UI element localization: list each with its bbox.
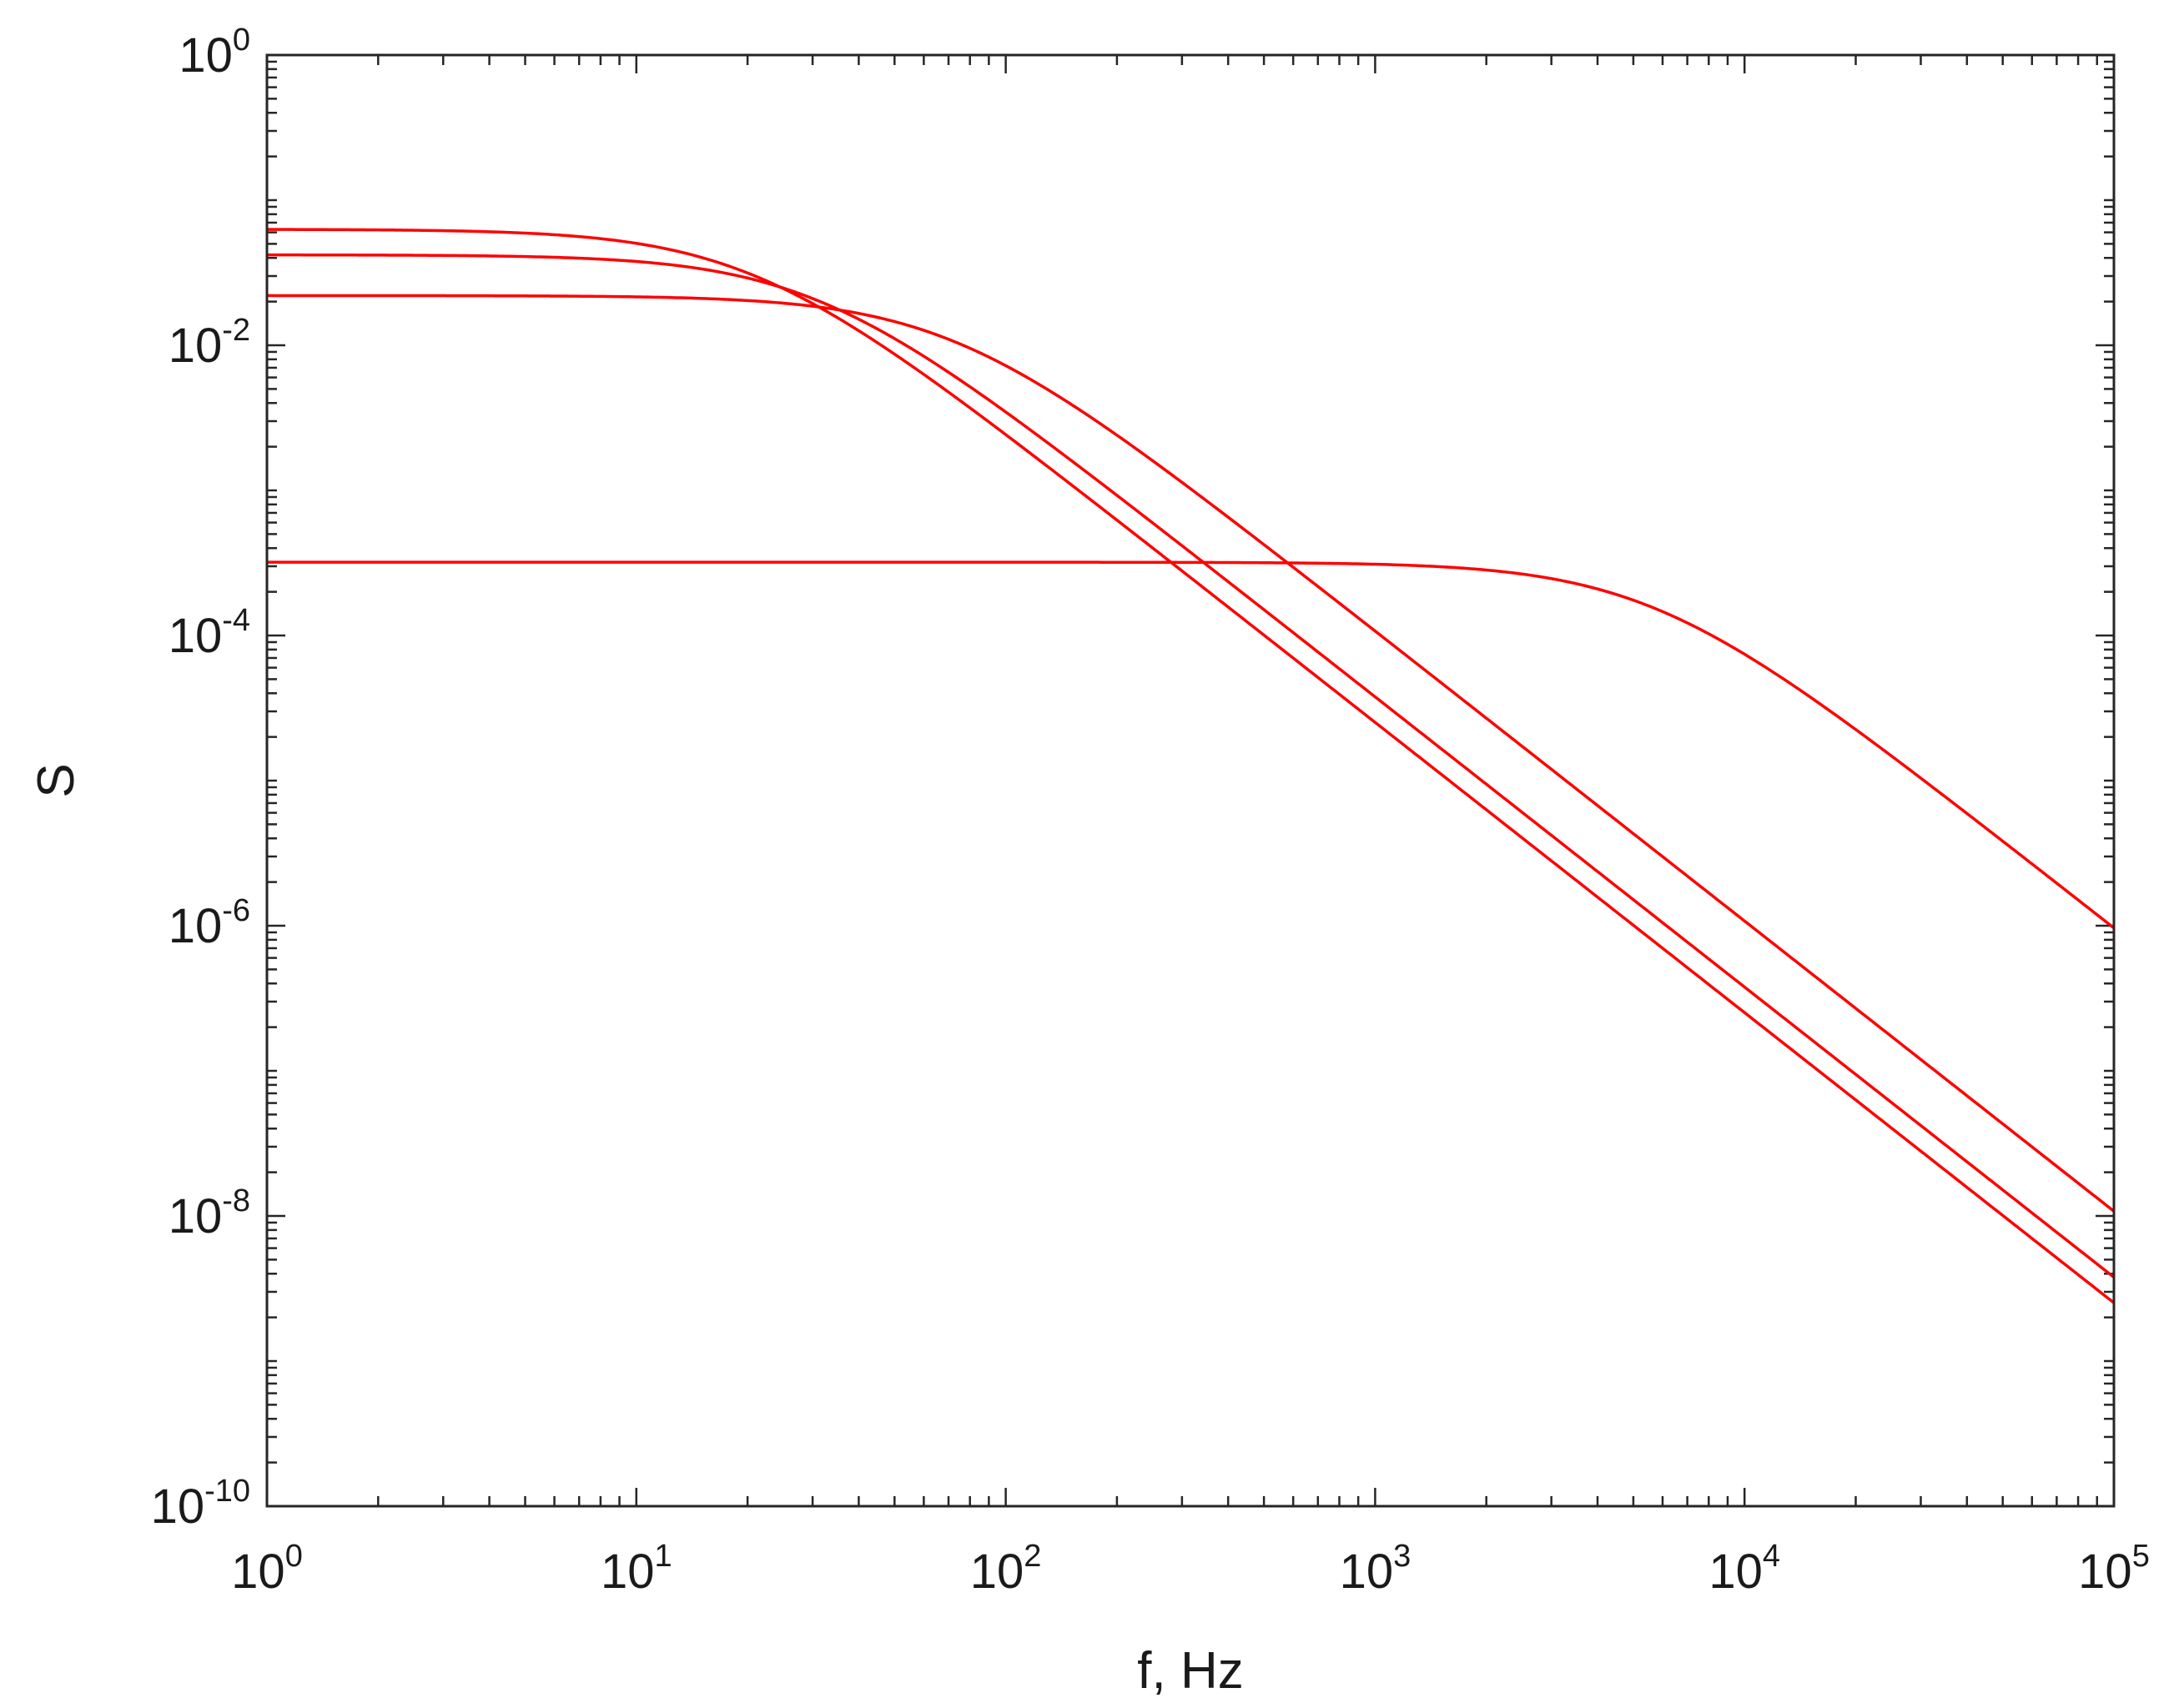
x-tick-label-base: 10 bbox=[2078, 1545, 2132, 1599]
x-tick-label-exponent: 4 bbox=[1763, 1539, 1780, 1574]
x-tick-label-exponent: 3 bbox=[1393, 1539, 1411, 1574]
series-line-1 bbox=[266, 228, 2116, 1304]
series-line-2 bbox=[267, 253, 2116, 1279]
series-line-4 bbox=[267, 560, 2116, 930]
y-tick-label-base: 10 bbox=[151, 1479, 205, 1534]
y-tick-label: 10-2 bbox=[169, 313, 250, 373]
y-axis-label: S bbox=[28, 763, 85, 797]
x-tick-label: 100 bbox=[231, 1539, 303, 1599]
x-tick-label-exponent: 5 bbox=[2132, 1539, 2150, 1574]
y-tick-label-exponent: 0 bbox=[233, 23, 250, 58]
x-tick-label-base: 10 bbox=[601, 1545, 655, 1599]
x-tick-label: 103 bbox=[1340, 1539, 1412, 1599]
x-tick-label: 105 bbox=[2078, 1539, 2150, 1599]
y-tick-label-exponent: -2 bbox=[222, 313, 250, 348]
y-tick-label: 100 bbox=[179, 23, 250, 83]
tick-marks bbox=[265, 53, 2116, 1508]
y-tick-label: 10-10 bbox=[151, 1474, 250, 1534]
x-tick-label: 101 bbox=[601, 1539, 672, 1599]
y-tick-label-base: 10 bbox=[169, 1189, 223, 1243]
y-tick-label: 10-8 bbox=[169, 1183, 250, 1243]
x-tick-label-base: 10 bbox=[231, 1545, 285, 1599]
x-tick-label: 104 bbox=[1708, 1539, 1780, 1599]
x-tick-label-base: 10 bbox=[1340, 1545, 1394, 1599]
series-line-3 bbox=[267, 294, 2116, 1213]
y-tick-label-exponent: -10 bbox=[204, 1474, 250, 1509]
x-tick-label: 102 bbox=[970, 1539, 1042, 1599]
x-tick-label-base: 10 bbox=[1708, 1545, 1763, 1599]
y-tick-label-exponent: -8 bbox=[222, 1183, 250, 1218]
x-tick-label-exponent: 1 bbox=[654, 1539, 672, 1574]
x-tick-label-exponent: 2 bbox=[1024, 1539, 1041, 1574]
y-tick-label-base: 10 bbox=[169, 319, 223, 373]
series-lines bbox=[266, 228, 2116, 1304]
y-tick-label-exponent: -6 bbox=[222, 893, 250, 928]
y-tick-label-base: 10 bbox=[179, 28, 233, 83]
plot-frame bbox=[265, 53, 2116, 1508]
y-tick-label-exponent: -4 bbox=[222, 603, 250, 638]
x-tick-label-exponent: 0 bbox=[285, 1539, 303, 1574]
y-tick-label: 10-6 bbox=[169, 893, 250, 953]
y-tick-label-base: 10 bbox=[169, 609, 223, 663]
y-tick-label: 10-4 bbox=[169, 603, 250, 663]
y-tick-label-base: 10 bbox=[169, 899, 223, 953]
x-axis-label: f, Hz bbox=[1137, 1642, 1243, 1700]
x-tick-label-base: 10 bbox=[970, 1545, 1024, 1599]
tick-labels: 100 101 102 103 104 10510010-210-410-610-810-… bbox=[151, 23, 2150, 1599]
